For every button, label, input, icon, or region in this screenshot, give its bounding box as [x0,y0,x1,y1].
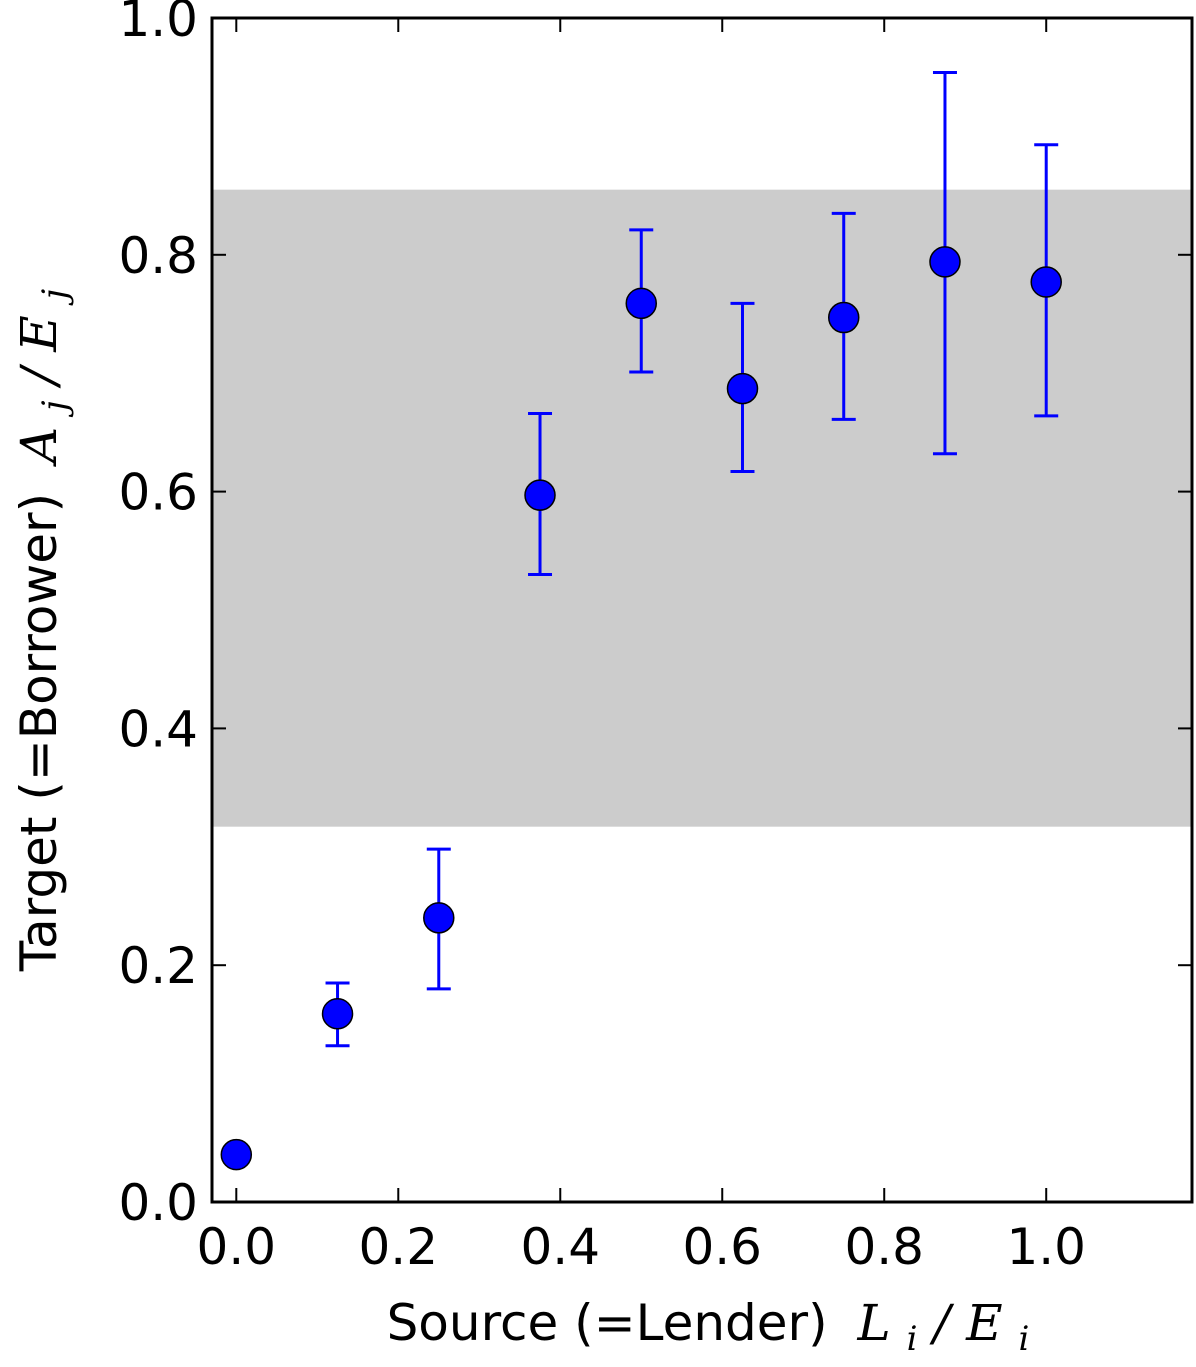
plot-frame [210,16,1194,1204]
x-tick-label: 0.6 [682,1218,762,1276]
data-point [827,301,860,334]
data-point [625,287,658,320]
data-point [524,479,556,511]
data-point [726,372,759,405]
y-tick-label: 1.0 [118,0,198,48]
x-tick-label: 0.2 [359,1218,439,1276]
x-axis-math-base2: E [965,1294,1003,1352]
y-axis-math-base2: E [10,315,68,353]
data-point [220,1138,253,1171]
y-tick-label: 0.8 [118,227,198,285]
x-axis-math-base: L [856,1294,890,1352]
x-axis-math-sub2: i [1019,1319,1030,1359]
x-tick-labels: 0.0 0.2 0.4 0.6 0.8 1.0 [197,1218,1086,1276]
x-axis-math-slash: / [929,1294,954,1352]
x-tick-label: 0.0 [197,1218,277,1276]
data-point [929,246,961,278]
x-tick-label: 0.4 [520,1218,600,1276]
x-axis-label-text: Source (=Lender) [387,1294,828,1352]
y-axis-label-text: Target (=Borrower) [10,493,68,972]
y-tick-label: 0.2 [118,937,198,995]
y-tick-label: 0.6 [118,464,198,522]
x-tick-label: 0.8 [844,1218,924,1276]
data-point [423,902,455,934]
y-axis-math-slash: / [10,364,68,389]
y-axis-label: Target (=Borrower) A j / E j [10,288,78,972]
y-axis-math-base: A [10,427,68,467]
markers-group [220,246,1062,1171]
x-axis-label: Source (=Lender) L i / E i [387,1294,1030,1362]
x-tick-label: 1.0 [1006,1218,1086,1276]
data-point [321,997,354,1030]
x-axis-math-sub: i [907,1319,918,1359]
shaded-band [212,189,1192,827]
y-tick-labels: 0.0 0.2 0.4 0.6 0.8 1.0 [118,0,198,1232]
data-point [1030,266,1062,298]
y-tick-label: 0.0 [118,1174,198,1232]
y-tick-label: 0.4 [118,700,198,758]
